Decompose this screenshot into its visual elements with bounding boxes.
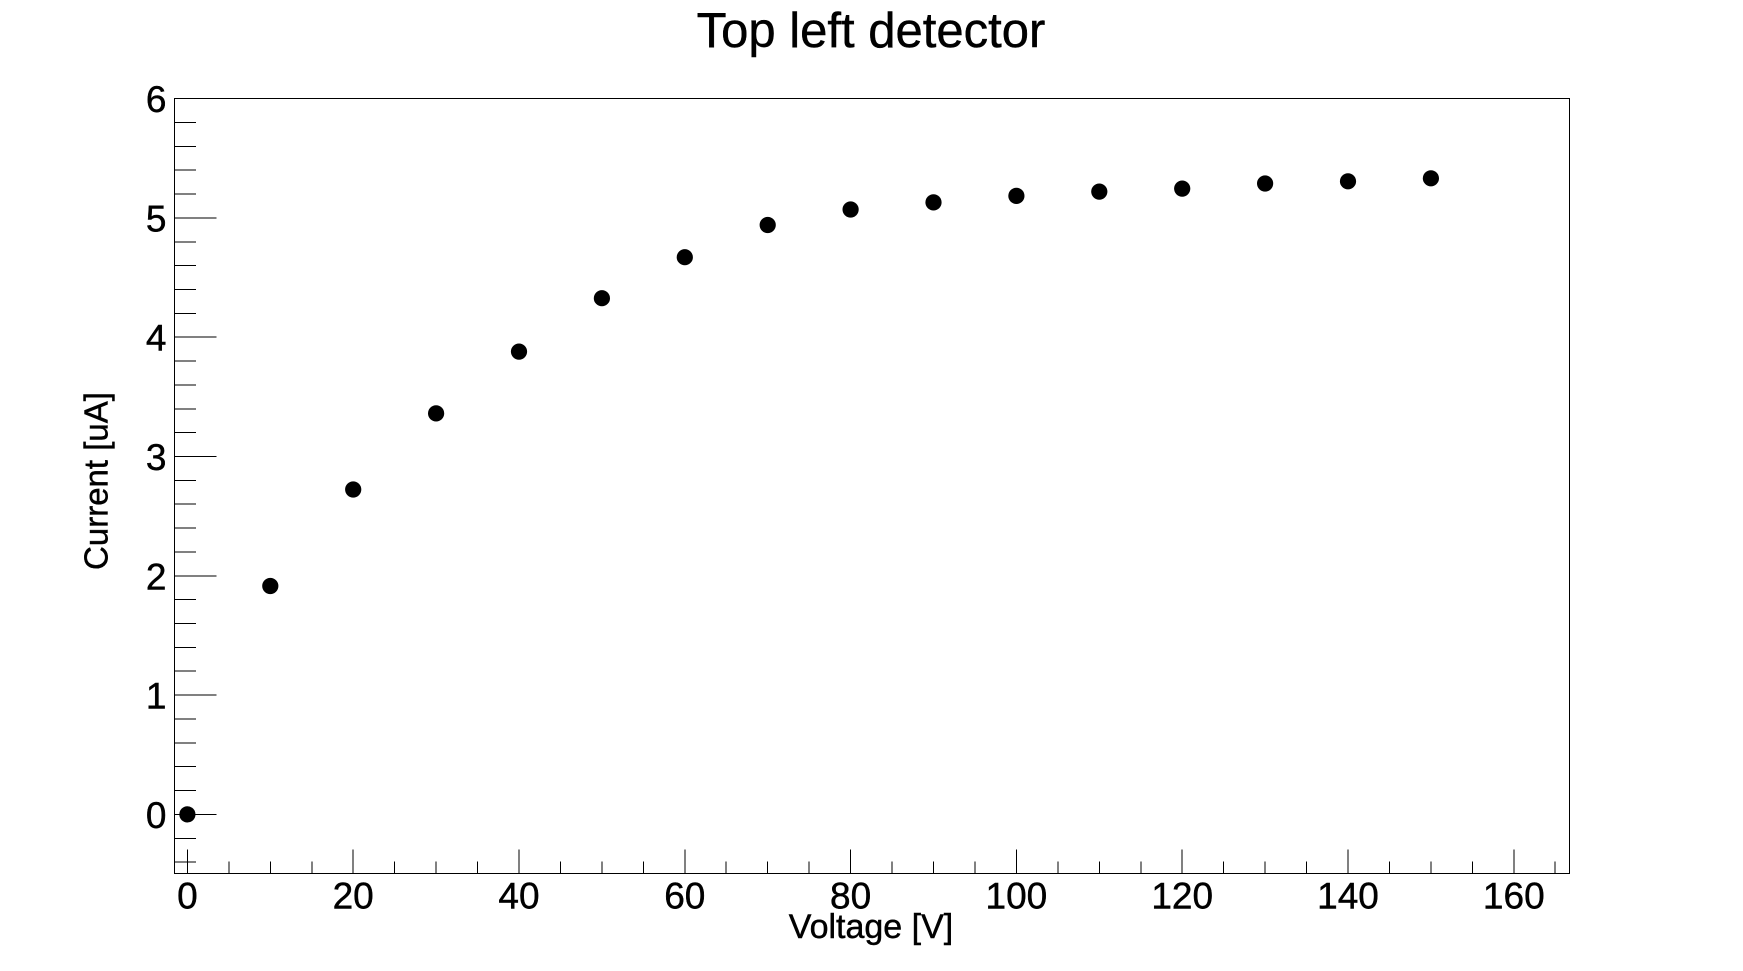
svg-text:100: 100 (986, 876, 1048, 917)
svg-text:6: 6 (146, 79, 167, 120)
svg-text:60: 60 (664, 876, 705, 917)
svg-text:Voltage [V]: Voltage [V] (789, 908, 953, 946)
svg-text:40: 40 (498, 876, 539, 917)
svg-text:Current [uA]: Current [uA] (77, 392, 114, 570)
svg-text:0: 0 (177, 876, 198, 917)
svg-text:3: 3 (146, 437, 167, 478)
svg-text:160: 160 (1483, 876, 1545, 917)
svg-text:1: 1 (146, 676, 167, 717)
svg-text:120: 120 (1151, 876, 1213, 917)
svg-text:Top left detector: Top left detector (697, 4, 1046, 58)
svg-text:140: 140 (1317, 876, 1379, 917)
svg-text:5: 5 (146, 198, 167, 239)
svg-text:80: 80 (830, 876, 871, 917)
svg-text:4: 4 (146, 318, 167, 359)
svg-text:20: 20 (333, 876, 374, 917)
svg-text:0: 0 (146, 795, 167, 836)
svg-text:2: 2 (146, 556, 167, 597)
